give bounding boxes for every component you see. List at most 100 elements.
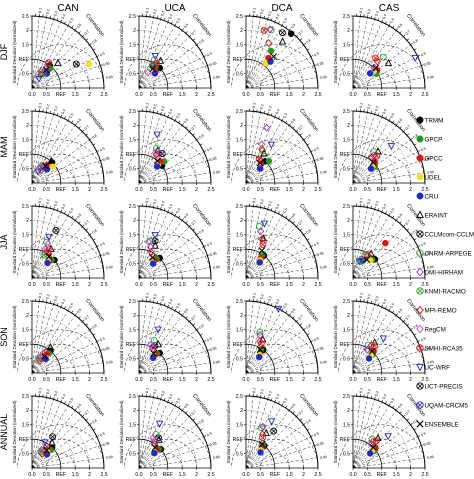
- correlation-ray: [138, 399, 161, 469]
- x-tick-label: 2.5: [207, 282, 214, 288]
- correlation-ray: [31, 301, 40, 374]
- correlation-tick-label: 0.8: [413, 39, 419, 45]
- std-arc: [245, 125, 304, 184]
- correlation-tick: [267, 111, 269, 115]
- x-ref-label: REF: [56, 282, 66, 288]
- correlation-ray: [138, 302, 154, 374]
- correlation-ray: [245, 65, 315, 89]
- correlation-tick-label: 0.2: [46, 9, 51, 15]
- correlation-tick: [263, 300, 265, 304]
- correlation-tick-label: 0.4: [168, 299, 174, 305]
- panel-son-uca: 0.1 0.2 0.3 0.40.50.60.70.80.90.950.99Corre…: [119, 293, 220, 383]
- y-tick-label: 2.5: [129, 299, 136, 305]
- correlation-ray: [31, 399, 54, 469]
- correlation-ray: [31, 77, 104, 89]
- std-arc: [352, 263, 368, 279]
- correlation-tick: [85, 38, 89, 41]
- legend-marker: [416, 305, 424, 315]
- x-tick-label: 0.0: [242, 282, 249, 288]
- correlation-tick-label: 0.1: [359, 103, 363, 108]
- correlation-tick-label: 0.5: [175, 208, 181, 214]
- correlation-ray: [245, 112, 261, 184]
- x-tick-label: 1.5: [286, 282, 293, 288]
- correlation-ray: [245, 16, 254, 89]
- correlation-tick-label: 0.7: [298, 219, 304, 225]
- correlation-tick-label: 0.2: [153, 294, 158, 300]
- correlation-ray: [245, 226, 297, 279]
- y-tick-label: 2.5: [343, 14, 350, 20]
- correlation-tick-label: 0.9: [313, 52, 319, 58]
- point-cnrm-arpege: [150, 336, 158, 344]
- point-eraint: [384, 59, 393, 67]
- correlation-tick: [414, 48, 417, 51]
- legend-marker: [416, 192, 424, 200]
- x-tick-label: 0.0: [28, 282, 35, 288]
- rms-arc: [338, 234, 426, 279]
- point-eraint: [46, 342, 55, 351]
- correlation-tick: [392, 25, 395, 29]
- y-tick-label: 0.5: [22, 166, 29, 172]
- std-arc: [138, 73, 154, 89]
- correlation-ray: [31, 44, 90, 89]
- point-uc-wrf: [384, 433, 392, 441]
- row-label-mam: MAM: [0, 137, 9, 158]
- point-ensemble: [258, 440, 266, 448]
- panel-son-dca: 0.1 0.2 0.3 0.40.50.60.70.80.90.950.99Corre…: [226, 293, 327, 383]
- correlation-tick: [406, 228, 410, 231]
- x-ref-label: REF: [270, 187, 280, 193]
- correlation-tick: [377, 208, 380, 211]
- correlation-tick-label: 0.3: [374, 106, 379, 112]
- point-udel: [85, 60, 93, 67]
- y-tick-label: 0.5: [22, 71, 29, 77]
- correlation-ray: [245, 19, 268, 89]
- x-tick-label: 0.0: [28, 472, 35, 478]
- correlation-tick: [85, 323, 89, 326]
- point-trmm: [287, 30, 295, 38]
- correlation-ray: [245, 114, 268, 184]
- rms-arc: [338, 139, 426, 184]
- correlation-tick: [71, 25, 74, 29]
- legend-marker: [416, 210, 424, 219]
- correlation-tick: [307, 428, 310, 431]
- correlation-tick: [377, 303, 380, 306]
- correlation-tick: [85, 133, 89, 136]
- rms-arc: [31, 154, 90, 184]
- y-tick-label: 2: [133, 28, 136, 34]
- legend-item-trmm: TRMM: [416, 116, 443, 125]
- correlation-tick: [85, 418, 89, 421]
- correlation-tick-label: 0.3: [160, 391, 165, 397]
- correlation-tick-label: 0.3: [374, 11, 379, 17]
- correlation-tick: [56, 303, 59, 306]
- y-tick-label: 2: [347, 313, 350, 319]
- y-axis-label: Standard Deviation (normalized): [333, 305, 338, 369]
- y-axis-label: Standard Deviation (normalized): [12, 210, 17, 274]
- correlation-tick: [178, 215, 181, 219]
- correlation-tick: [163, 303, 166, 306]
- point-ensemble: [363, 256, 371, 263]
- correlation-tick: [314, 159, 317, 161]
- correlation-tick-label: 0.9: [206, 52, 212, 58]
- correlation-tick: [303, 233, 306, 236]
- correlation-tick: [53, 206, 55, 210]
- correlation-tick: [395, 408, 398, 411]
- legend-item-uqam-crcm5: UQAM-CRCM5: [416, 401, 468, 410]
- x-tick-label: 2.5: [207, 472, 214, 478]
- correlation-ray: [352, 17, 368, 89]
- legend-marker: [416, 267, 424, 277]
- x-tick-label: 1.5: [286, 377, 293, 383]
- point-dmi-hirham: [259, 422, 267, 431]
- point-dmi-hirham: [266, 25, 274, 34]
- point-eraint: [156, 56, 165, 64]
- y-tick-label: 2: [240, 123, 243, 129]
- correlation-tick: [203, 435, 207, 437]
- point-cru: [44, 259, 51, 267]
- correlation-tick: [49, 205, 51, 209]
- correlation-tick: [374, 16, 376, 20]
- correlation-tick: [406, 38, 410, 41]
- correlation-tick: [96, 150, 100, 152]
- correlation-tick: [299, 418, 303, 421]
- y-tick-label: REF: [126, 342, 136, 348]
- correlation-ray: [245, 215, 283, 279]
- point-regcm: [149, 433, 157, 442]
- point-cru: [256, 353, 263, 361]
